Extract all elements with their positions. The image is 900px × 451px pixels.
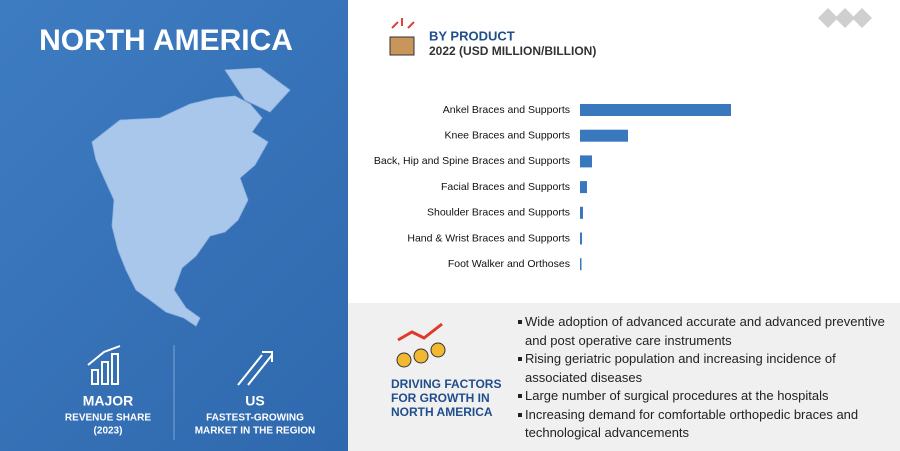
stat-label: FASTEST-GROWING [206, 413, 304, 424]
stat-label: MARKET IN THE REGION [195, 426, 316, 437]
bar [580, 155, 592, 168]
category-label: Knee Braces and Supports [445, 129, 571, 141]
region-title: NORTH AMERICA [39, 24, 293, 57]
category-label: Hand & Wrist Braces and Supports [407, 232, 570, 244]
bar [580, 181, 587, 194]
stat-label: (2023) [94, 426, 123, 437]
driver-title: FOR GROWTH IN [391, 391, 490, 405]
driver-item: Rising geriatric population and increasi… [518, 350, 888, 387]
stat-icon [87, 345, 273, 386]
chart-title: BY PRODUCT [429, 28, 515, 43]
bar [580, 232, 582, 245]
category-label: Foot Walker and Orthoses [448, 258, 570, 270]
category-label: Back, Hip and Spine Braces and Supports [374, 155, 570, 167]
stat-value: US [245, 393, 264, 409]
driver-item: Large number of surgical procedures at t… [518, 387, 888, 406]
bar [580, 258, 582, 271]
bar [580, 129, 628, 142]
category-label: Shoulder Braces and Supports [427, 207, 570, 219]
category-label: Facial Braces and Supports [441, 181, 570, 193]
category-label: Ankel Braces and Supports [443, 104, 570, 116]
driver-item: Wide adoption of advanced accurate and a… [518, 313, 888, 350]
bar [580, 104, 731, 116]
logo [818, 8, 872, 28]
product-icon [389, 18, 415, 56]
driver-panel [348, 303, 900, 451]
driver-list: Wide adoption of advanced accurate and a… [518, 313, 888, 443]
growth-icon [396, 322, 446, 368]
driver-item: Increasing demand for comfortable orthop… [518, 406, 888, 443]
chart-subtitle: 2022 (USD MILLION/BILLION) [429, 44, 596, 58]
map [91, 67, 291, 327]
bar [580, 206, 583, 219]
stat-value: MAJOR [83, 393, 134, 409]
driver-title: DRIVING FACTORS [391, 377, 501, 391]
stat-label: REVENUE SHARE [65, 413, 151, 424]
driver-title: NORTH AMERICA [391, 405, 493, 419]
